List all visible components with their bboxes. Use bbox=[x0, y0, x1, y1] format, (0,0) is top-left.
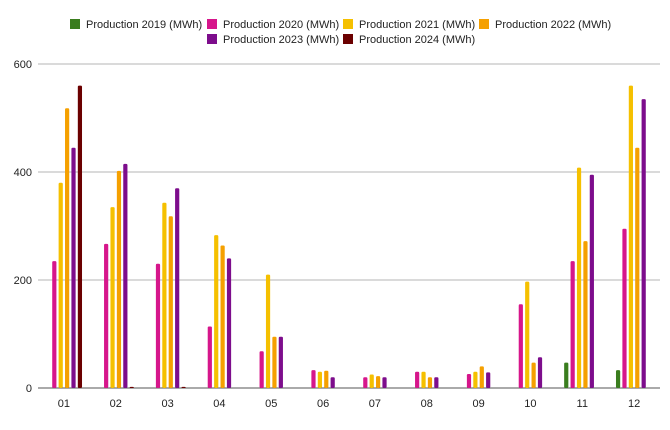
legend: Production 2019 (MWh) Production 2020 (MW… bbox=[70, 19, 611, 46]
bar bbox=[220, 245, 225, 388]
x-tick-label: 05 bbox=[265, 398, 277, 410]
bar bbox=[52, 261, 57, 388]
bar bbox=[324, 370, 329, 388]
x-tick-label: 09 bbox=[472, 398, 484, 410]
bar bbox=[531, 362, 536, 388]
bar bbox=[583, 241, 588, 388]
bar bbox=[155, 263, 161, 388]
y-axis: 0 200 400 600 bbox=[14, 59, 32, 395]
legend-item: Production 2024 (MWh) bbox=[343, 34, 475, 46]
legend-label: Production 2021 (MWh) bbox=[359, 19, 475, 31]
x-tick-label: 06 bbox=[317, 398, 329, 410]
bar bbox=[71, 147, 76, 388]
legend-label: Production 2022 (MWh) bbox=[495, 19, 611, 31]
bars bbox=[52, 85, 646, 388]
bar bbox=[473, 371, 478, 388]
bar bbox=[265, 274, 271, 388]
bar bbox=[641, 99, 646, 388]
bar bbox=[58, 182, 63, 388]
gridlines bbox=[38, 63, 660, 389]
bar bbox=[311, 370, 316, 388]
bar bbox=[622, 228, 627, 388]
bar bbox=[123, 163, 128, 388]
bar bbox=[415, 371, 420, 388]
legend-swatch bbox=[343, 34, 353, 44]
bar bbox=[564, 362, 569, 388]
bar bbox=[278, 336, 283, 388]
x-axis: 01 02 03 04 05 06 07 08 09 10 11 12 bbox=[58, 398, 640, 410]
x-tick-label: 03 bbox=[161, 398, 173, 410]
bar bbox=[589, 174, 594, 388]
bar bbox=[376, 376, 381, 388]
x-tick-label: 02 bbox=[110, 398, 122, 410]
legend-item: Production 2023 (MWh) bbox=[207, 34, 339, 46]
bar bbox=[181, 386, 186, 388]
bar bbox=[129, 386, 134, 388]
x-tick-label: 04 bbox=[213, 398, 225, 410]
y-tick-label: 200 bbox=[14, 275, 32, 287]
y-tick-label: 0 bbox=[26, 383, 32, 395]
bar bbox=[635, 147, 640, 388]
bar bbox=[175, 188, 180, 388]
bar bbox=[65, 108, 70, 388]
legend-label: Production 2020 (MWh) bbox=[223, 19, 339, 31]
bar bbox=[537, 357, 543, 388]
x-tick-label: 12 bbox=[628, 398, 640, 410]
bar bbox=[479, 366, 484, 388]
bar bbox=[77, 85, 83, 388]
x-tick-label: 10 bbox=[524, 398, 536, 410]
bar bbox=[518, 304, 523, 388]
legend-swatch bbox=[479, 19, 489, 29]
bar bbox=[382, 377, 387, 388]
y-tick-label: 400 bbox=[14, 167, 32, 179]
legend-swatch bbox=[207, 19, 217, 29]
legend-item: Production 2022 (MWh) bbox=[479, 19, 611, 31]
legend-label: Production 2023 (MWh) bbox=[223, 34, 339, 46]
legend-label: Production 2024 (MWh) bbox=[359, 34, 475, 46]
legend-swatch bbox=[343, 19, 353, 29]
x-tick-label: 11 bbox=[577, 398, 588, 410]
bar bbox=[317, 371, 322, 388]
y-tick-label: 600 bbox=[14, 59, 32, 71]
bar bbox=[330, 377, 335, 388]
bar bbox=[162, 202, 167, 388]
legend-item: Production 2019 (MWh) bbox=[70, 19, 202, 31]
bar bbox=[466, 373, 472, 388]
x-tick-label: 01 bbox=[58, 398, 70, 410]
bar bbox=[615, 370, 621, 388]
bar bbox=[576, 167, 582, 388]
legend-label: Production 2019 (MWh) bbox=[86, 19, 202, 31]
bar bbox=[363, 377, 368, 388]
x-tick-label: 07 bbox=[369, 398, 381, 410]
bar bbox=[110, 207, 115, 388]
bar bbox=[421, 371, 426, 388]
bar bbox=[259, 351, 264, 388]
bar bbox=[168, 216, 173, 388]
legend-item: Production 2020 (MWh) bbox=[207, 19, 339, 31]
bar bbox=[427, 377, 433, 388]
bar bbox=[486, 372, 491, 388]
x-tick-label: 08 bbox=[421, 398, 433, 410]
bar bbox=[570, 261, 575, 388]
bar bbox=[525, 281, 530, 388]
bar bbox=[272, 336, 277, 388]
bar bbox=[207, 326, 212, 388]
legend-swatch bbox=[207, 34, 217, 44]
bar bbox=[104, 243, 109, 388]
bar bbox=[369, 374, 374, 388]
bar bbox=[628, 85, 633, 388]
legend-item: Production 2021 (MWh) bbox=[343, 19, 475, 31]
bar bbox=[214, 235, 219, 388]
bar bbox=[116, 170, 122, 388]
bar bbox=[434, 377, 439, 388]
legend-swatch bbox=[70, 19, 80, 29]
bar bbox=[226, 258, 232, 388]
